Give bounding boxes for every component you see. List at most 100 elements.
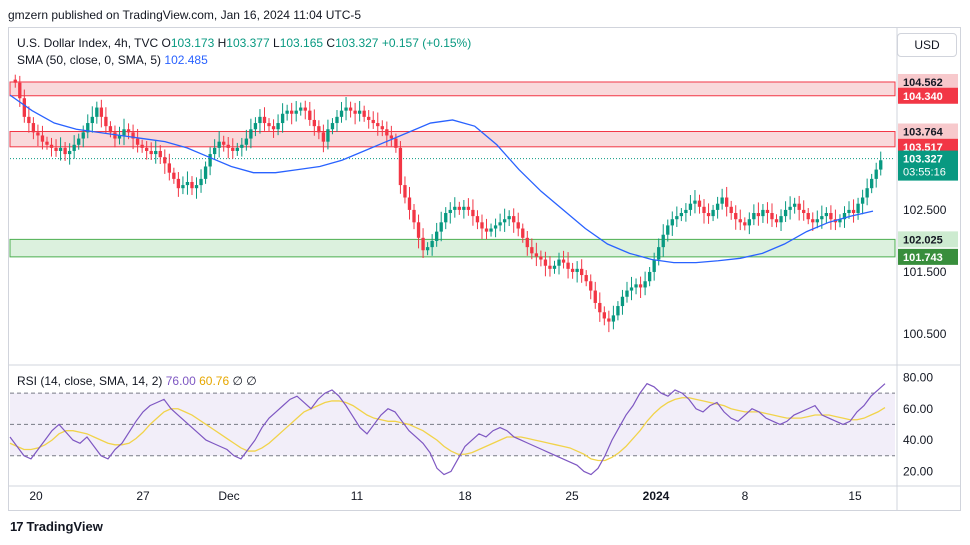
zone-top-label: 104.562 [903,77,943,89]
open-label: O [161,36,171,50]
candle-body [416,222,421,238]
rsi-value: 76.00 [165,374,196,388]
candle-body [557,259,561,266]
candle-body [326,129,330,142]
candle-body [407,197,412,210]
candle-body [167,163,171,173]
time-axis-label: 25 [565,489,579,503]
candle-body [389,135,394,139]
candle-body [684,209,688,214]
candle-body [802,209,806,214]
time-axis-label: 20 [29,489,43,503]
candle-body [770,213,774,220]
candle-body [249,129,253,139]
candle-body [385,129,389,136]
candle-body [693,200,697,204]
candle-body [747,219,751,226]
candle-body [489,228,493,232]
candle-body [99,107,104,117]
candle-body [829,213,833,220]
candle-body [521,228,525,238]
rsi-tick-label: 40.00 [903,433,933,447]
candle-body [657,247,661,260]
price-tick-label: 100.500 [903,327,947,341]
candle-body [190,181,194,189]
candle-body [435,231,439,241]
time-axis-label: 27 [136,489,150,503]
rsi-sma-line [9,397,886,462]
candle-body [566,262,570,269]
candle-body [181,185,185,189]
high-label: H [217,36,227,50]
candle-body [90,116,94,124]
candle-body [394,138,398,148]
candle-body [697,200,702,207]
candle-body [131,132,135,139]
candle-body [702,206,706,214]
candle-body [711,209,715,217]
candle-body [321,132,326,142]
candle-body [412,209,416,223]
candle-body [231,147,235,151]
footer-brand[interactable]: 17 TradingView [10,519,103,534]
candle-body [421,237,425,251]
candle-body [756,213,761,217]
rsi-label: RSI (14, close, SMA, 14, 2) [17,374,163,388]
candle-body [108,126,113,133]
candle-body [276,123,280,130]
symbol-title: U.S. Dollar Index, 4h, TVC [17,36,159,50]
zone-resistance-0 [9,81,896,97]
candle-body [371,119,375,124]
candle-body [58,147,63,151]
candle-body [870,178,874,189]
zone-bottom-label-bg [898,87,958,104]
candle-body [783,209,788,217]
candle-body [40,135,45,142]
candle-body [874,169,878,179]
candle-body [688,203,693,210]
candle-body [838,219,842,223]
candle-body [815,219,819,223]
candle-body [267,123,271,127]
candle-body [512,216,516,223]
zone-bottom-label: 104.340 [903,91,943,103]
currency-button[interactable]: USD [897,33,957,57]
publisher-line: gmzern published on TradingView.com, Jan… [8,8,362,22]
time-axis-label: 2024 [643,489,670,503]
candle-body [548,265,552,269]
candle-body [163,157,167,164]
candle-body [448,209,452,214]
candle-body [49,144,54,148]
candle-body [258,116,262,124]
rsi-tick-label: 60.00 [903,402,933,416]
candle-body [734,213,738,220]
candle-body [31,123,36,133]
low-label: L [273,36,280,50]
candle-body [625,290,629,297]
candle-body [552,265,557,269]
candle-body [312,119,316,127]
candle-body [561,259,566,263]
candle-body [738,219,742,223]
candle-body [502,219,507,223]
zone-top-label: 103.764 [903,126,944,138]
candle-body [589,281,593,291]
candle-body [820,216,824,220]
candle-body [507,216,511,220]
candle-body [353,110,357,114]
rsi-legend: RSI (14, close, SMA, 14, 2) 76.00 60.76 … [17,374,257,388]
time-axis-label: 11 [351,489,364,503]
zone-bottom-label: 101.743 [903,252,943,264]
change-value: +0.157 (+0.15%) [381,36,472,50]
open-value: 103.173 [170,36,215,50]
candle-body [607,318,611,322]
candle-body [765,209,770,214]
candle-body [670,219,674,226]
candle-body [530,247,534,254]
candle-body [27,116,31,124]
candle-body [543,259,548,266]
candle-body [634,284,638,288]
last-price-label-bg [898,150,958,181]
time-axis-label: 18 [458,489,472,503]
